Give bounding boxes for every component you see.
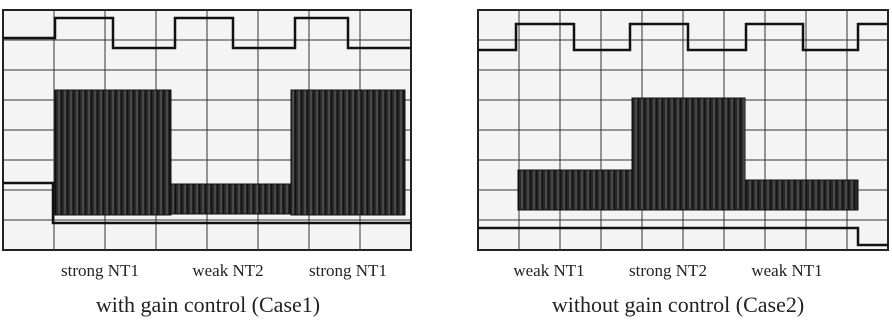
- scope-panel-2: [478, 10, 888, 250]
- segment-label: strong NT1: [61, 261, 139, 280]
- scope-panel-1: [3, 10, 411, 250]
- signal-burst: [745, 180, 858, 210]
- segment-label: weak NT1: [751, 261, 822, 280]
- signal-burst: [518, 170, 632, 210]
- segment-label: weak NT1: [513, 261, 584, 280]
- signal-burst: [171, 184, 293, 214]
- signal-burst: [632, 98, 745, 210]
- segment-label: weak NT2: [192, 261, 263, 280]
- segment-label: strong NT2: [629, 261, 707, 280]
- caption: without gain control (Case2): [552, 292, 804, 317]
- segment-label: strong NT1: [309, 261, 387, 280]
- signal-burst: [291, 90, 405, 215]
- signal-burst: [55, 90, 171, 215]
- caption: with gain control (Case1): [96, 292, 320, 317]
- figure: strong NT1 weak NT2 strong NT1 with gain…: [0, 0, 892, 325]
